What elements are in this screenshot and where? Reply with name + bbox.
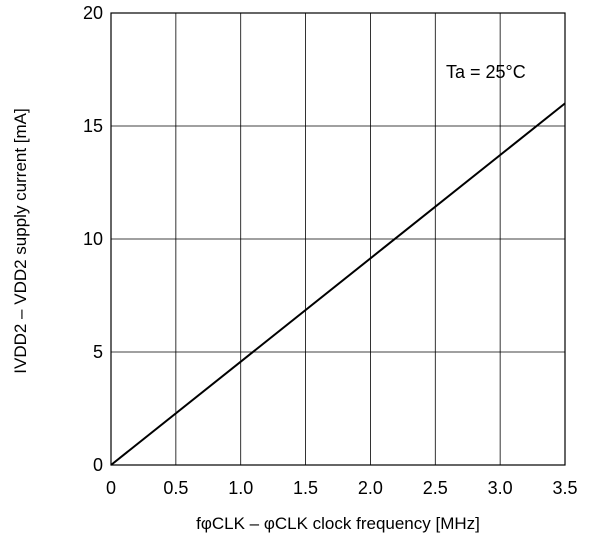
- annotation-temperature: Ta = 25°C: [446, 62, 526, 82]
- x-tick-label: 2.0: [358, 478, 383, 498]
- y-axis-label: IVDD2 – VDD2 supply current [mA]: [11, 108, 30, 373]
- plot-frame: [110, 12, 566, 466]
- grid: [111, 13, 565, 465]
- x-axis-label: fφCLK – φCLK clock frequency [MHz]: [196, 514, 480, 533]
- x-tick-label: 3.5: [552, 478, 577, 498]
- x-tick-label: 3.0: [488, 478, 513, 498]
- tick-labels: 0 0.5 1.0 1.5 2.0 2.5 3.0 3.5 0 5 10 15 20: [83, 3, 578, 498]
- series-layer: [110, 102, 566, 466]
- x-tick-label: 0: [106, 478, 116, 498]
- x-tick-label: 2.5: [423, 478, 448, 498]
- x-tick-label: 0.5: [163, 478, 188, 498]
- y-tick-label: 10: [83, 229, 103, 249]
- y-tick-label: 15: [83, 116, 103, 136]
- y-tick-label: 0: [93, 455, 103, 475]
- x-tick-label: 1.5: [293, 478, 318, 498]
- y-tick-label: 20: [83, 3, 103, 23]
- y-tick-label: 5: [93, 342, 103, 362]
- x-tick-label: 1.0: [228, 478, 253, 498]
- series-line-0: [110, 102, 566, 466]
